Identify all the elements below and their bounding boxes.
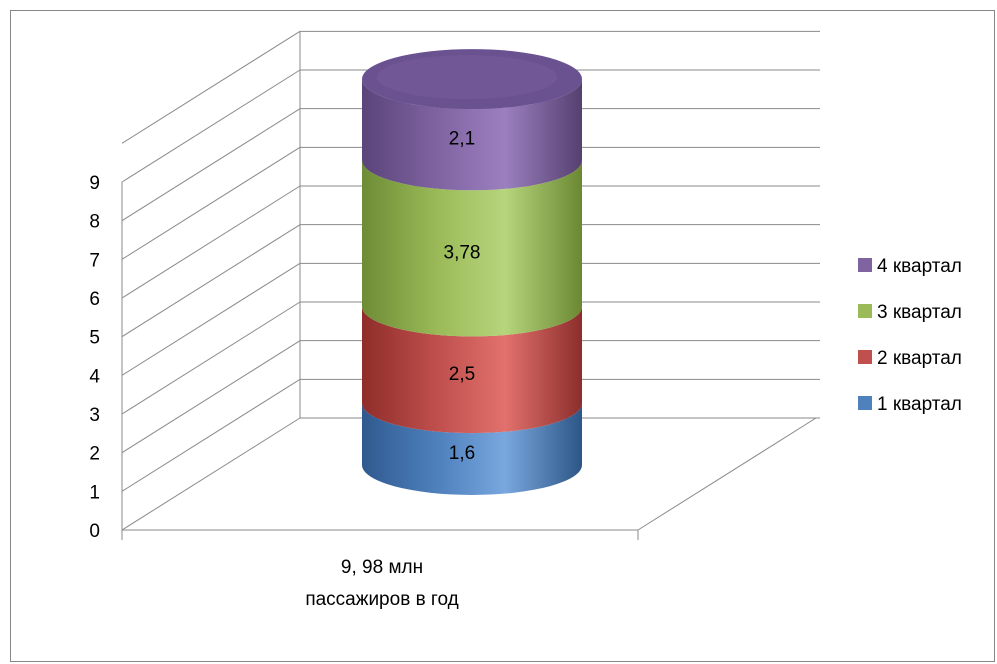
gridline-side (121, 108, 301, 222)
gridline-side (121, 417, 301, 531)
gridline-side (121, 262, 301, 376)
cylinder-segment (362, 160, 582, 337)
gridline-side (121, 30, 301, 144)
cylinder-segment (362, 79, 582, 191)
y-tick-label: 4 (89, 366, 100, 387)
category-label-line-1: 9, 98 млн (341, 557, 423, 578)
y-tick-label: 1 (89, 482, 100, 503)
cylinder-top-cap (362, 49, 582, 110)
y-tick-label: 8 (89, 212, 100, 233)
y-tick-label: 5 (89, 328, 100, 349)
axes: 0 1 2 3 4 5 6 7 8 9 (89, 173, 817, 542)
category-label-line-2: пассажиров в год (305, 589, 458, 610)
cylinder-segment (362, 403, 582, 495)
legend-label: 3 квартал (877, 302, 962, 323)
data-label: 1,6 (449, 443, 475, 464)
y-tick-label: 2 (89, 444, 100, 465)
data-label: 3,78 (444, 242, 481, 263)
legend-swatch (858, 396, 872, 410)
data-label: 2,1 (449, 129, 475, 150)
floor-right-edge (637, 417, 817, 531)
data-labels: 1,6 2,5 3,78 2,1 (444, 129, 481, 464)
gridline-side (121, 185, 301, 299)
y-tick-label: 9 (89, 173, 100, 194)
y-tick-label: 7 (89, 250, 100, 271)
stacked-cylinder (362, 49, 582, 495)
y-tick-label: 6 (89, 289, 100, 310)
cylinder-top-highlight (377, 55, 557, 100)
y-tick-label: 3 (89, 405, 100, 426)
gridline-side (121, 69, 301, 183)
legend-swatch (858, 304, 872, 318)
cylinder-segment (362, 306, 582, 434)
gridline-side (121, 146, 301, 260)
legend-swatch (858, 350, 872, 364)
gridline-side (121, 378, 301, 492)
legend: 4 квартал 3 квартал 2 квартал 1 квартал (858, 256, 962, 415)
legend-label: 1 квартал (877, 394, 962, 415)
legend-label: 4 квартал (877, 256, 962, 277)
gridline-side (121, 301, 301, 415)
legend-swatch (858, 258, 872, 272)
legend-label: 2 квартал (877, 348, 962, 369)
gridline-side (121, 340, 301, 454)
gridline-side (121, 224, 301, 338)
y-tick-label: 0 (89, 521, 100, 542)
data-label: 2,5 (449, 364, 475, 385)
